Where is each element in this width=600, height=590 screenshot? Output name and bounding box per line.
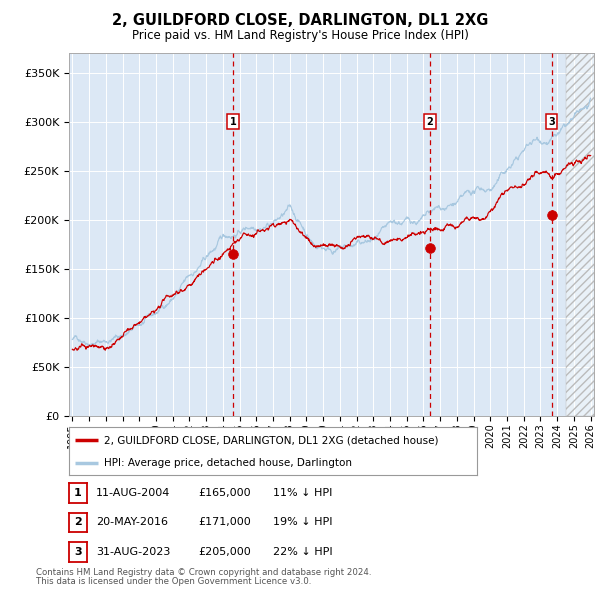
Text: £171,000: £171,000: [198, 517, 251, 527]
Text: 3: 3: [548, 117, 555, 127]
Text: 22% ↓ HPI: 22% ↓ HPI: [273, 547, 332, 557]
Bar: [566, 53, 599, 416]
Text: HPI: Average price, detached house, Darlington: HPI: Average price, detached house, Darl…: [104, 458, 352, 468]
Text: 2: 2: [74, 517, 82, 527]
Text: Price paid vs. HM Land Registry's House Price Index (HPI): Price paid vs. HM Land Registry's House …: [131, 30, 469, 42]
Text: Contains HM Land Registry data © Crown copyright and database right 2024.: Contains HM Land Registry data © Crown c…: [36, 568, 371, 577]
Text: 1: 1: [74, 488, 82, 498]
Text: 31-AUG-2023: 31-AUG-2023: [96, 547, 170, 557]
Text: £205,000: £205,000: [198, 547, 251, 557]
Text: This data is licensed under the Open Government Licence v3.0.: This data is licensed under the Open Gov…: [36, 578, 311, 586]
Text: 2: 2: [427, 117, 433, 127]
Text: 11-AUG-2004: 11-AUG-2004: [96, 488, 170, 498]
Text: 11% ↓ HPI: 11% ↓ HPI: [273, 488, 332, 498]
Bar: [566, 53, 599, 416]
Text: 2, GUILDFORD CLOSE, DARLINGTON, DL1 2XG: 2, GUILDFORD CLOSE, DARLINGTON, DL1 2XG: [112, 13, 488, 28]
Text: £165,000: £165,000: [198, 488, 251, 498]
Text: 3: 3: [74, 547, 82, 557]
Text: 19% ↓ HPI: 19% ↓ HPI: [273, 517, 332, 527]
Text: 2, GUILDFORD CLOSE, DARLINGTON, DL1 2XG (detached house): 2, GUILDFORD CLOSE, DARLINGTON, DL1 2XG …: [104, 435, 438, 445]
Text: 20-MAY-2016: 20-MAY-2016: [96, 517, 168, 527]
Text: 1: 1: [230, 117, 236, 127]
